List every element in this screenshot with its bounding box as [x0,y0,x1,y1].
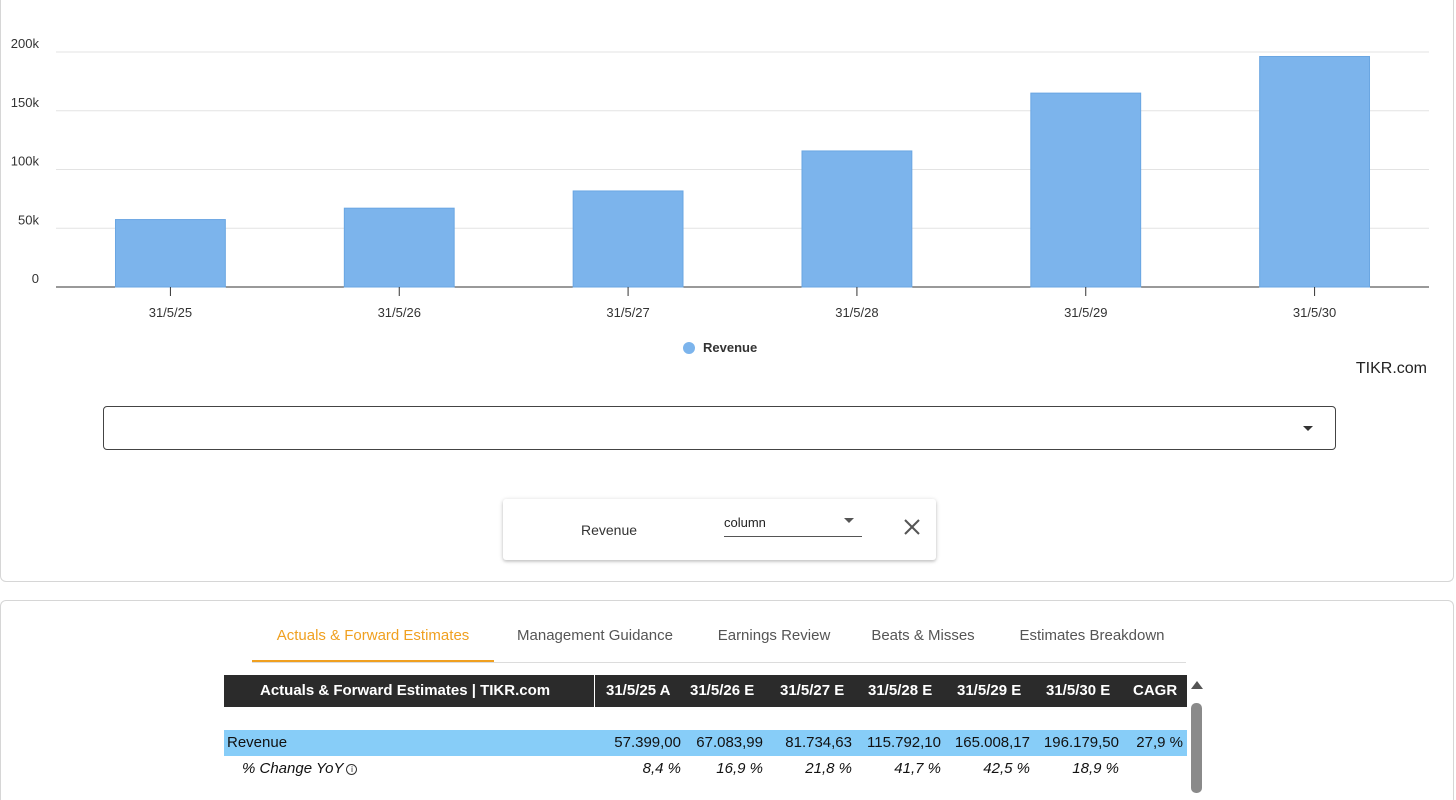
table-row[interactable]: % Change YoY i 8,4 % 16,9 % 21,8 % 41,7 %… [224,756,1187,782]
row-label: % Change YoY i [242,756,358,782]
x-tick-label: 31/5/26 [378,305,421,320]
table-cell: 42,5 % [983,760,1030,777]
series-type-value: column [724,515,766,530]
tab-actuals-forward-estimates[interactable]: Actuals & Forward Estimates [252,622,494,662]
estimates-table: Actuals & Forward Estimates | TIKR.com 3… [224,675,1187,777]
table-cell: 196.179,50 [1043,734,1119,751]
legend-label: Revenue [703,340,758,355]
x-tick-label: 31/5/28 [835,305,878,320]
chart-card: 0 50k 100k 150k 200k 31/5/25 31/5/26 31/5/27 31/… [0,0,1454,582]
chart-credit[interactable]: TIKR.com [1355,360,1427,377]
table-cell: 18,9 % [1072,760,1119,777]
row-label-text: % Change YoY [242,760,344,777]
bar[interactable] [801,150,913,288]
column-header[interactable]: 31/5/27 E [780,682,845,699]
table-cell: 67.083,99 [696,734,763,751]
tab-earnings-review[interactable]: Earnings Review [717,627,831,644]
bar[interactable] [1030,92,1142,288]
table-header: Actuals & Forward Estimates | TIKR.com 3… [224,675,1187,707]
scrollbar-thumb[interactable] [1191,703,1202,793]
info-icon[interactable]: i [346,763,358,775]
table-cell: 165.008,17 [954,734,1030,751]
chart-legend[interactable]: Revenue [683,340,757,355]
table-scrollbar[interactable] [1189,681,1205,793]
series-name-label: Revenue [581,522,638,538]
column-header[interactable]: 31/5/26 E [690,682,755,699]
column-header[interactable]: 31/5/25 A [606,682,671,699]
x-tick-label: 31/5/25 [149,305,192,320]
bar[interactable] [572,190,684,288]
caret-down-icon [1303,426,1313,431]
legend-marker-icon [683,341,695,354]
tab-estimates-breakdown[interactable]: Estimates Breakdown [1019,627,1165,644]
tab-management-guidance[interactable]: Management Guidance [517,627,673,644]
table-cell: 21,8 % [805,760,852,777]
bar[interactable] [343,207,455,288]
scroll-up-arrow-icon[interactable] [1191,681,1203,689]
table-cell: 8,4 % [642,760,681,777]
column-header[interactable]: CAGR [1133,682,1178,699]
bar[interactable] [1259,55,1371,288]
estimates-tabs: Actuals & Forward Estimates Management G… [252,622,1186,663]
chart-series-select[interactable] [103,406,1336,450]
table-cell: 27,9 % [1136,734,1183,751]
header-divider [594,675,595,707]
column-header[interactable]: 31/5/28 E [868,682,933,699]
row-label: Revenue [227,734,288,751]
table-cell: 115.792,10 [867,734,941,751]
estimates-card: Actuals & Forward Estimates Management G… [0,600,1454,800]
table-cell: 81.734,63 [785,734,852,751]
bar[interactable] [114,219,226,288]
y-tick-label: 150k [11,95,40,110]
close-icon[interactable] [901,516,923,538]
y-tick-label: 200k [11,36,40,51]
table-cell: 41,7 % [894,760,941,777]
table-cell: 57.399,00 [614,734,681,751]
tab-beats-misses[interactable]: Beats & Misses [871,627,975,644]
x-tick-label: 31/5/29 [1064,305,1107,320]
revenue-chart: 0 50k 100k 150k 200k 31/5/25 31/5/26 31/5/27 31/… [11,36,1429,320]
caret-down-icon [844,518,854,523]
y-tick-label: 50k [18,212,39,227]
y-tick-label: 100k [11,154,40,169]
y-tick-label: 0 [32,271,39,286]
x-tick-label: 31/5/27 [606,305,649,320]
table-cell: 16,9 % [716,760,763,777]
x-tick-label: 31/5/30 [1293,305,1336,320]
series-type-select[interactable]: column [724,511,862,537]
column-header[interactable]: 31/5/29 E [957,682,1022,699]
column-header[interactable]: 31/5/30 E [1046,682,1111,699]
table-row[interactable]: Revenue 57.399,00 67.083,99 81.734,63 11… [224,730,1187,756]
series-editor: Revenue column [503,499,936,560]
table-title: Actuals & Forward Estimates | TIKR.com [260,682,551,699]
